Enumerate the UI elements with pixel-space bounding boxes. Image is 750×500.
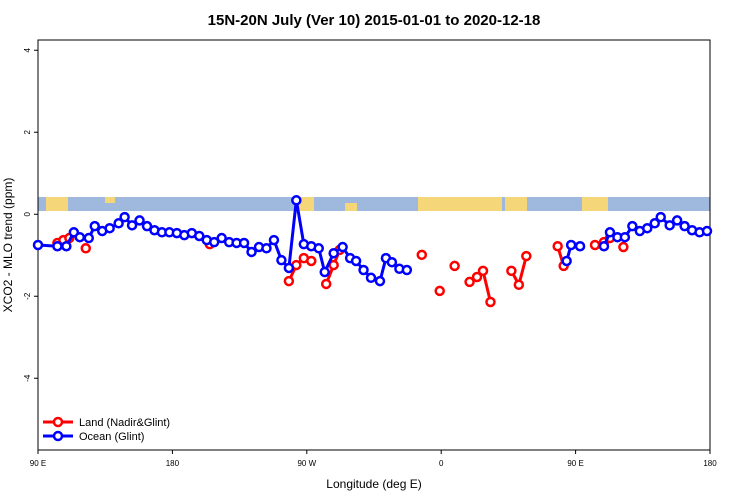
data-point: [261, 243, 272, 254]
legend-marker: [52, 416, 64, 428]
data-point: [194, 230, 205, 242]
data-point: [598, 240, 610, 252]
y-tick-label: 2: [23, 129, 32, 134]
data-point: [358, 264, 369, 276]
data-point: [291, 195, 302, 206]
x-axis-label: Longitude (deg E): [326, 477, 421, 491]
data-point: [574, 240, 586, 252]
y-tick-label: 0: [23, 211, 32, 216]
data-point: [61, 240, 72, 252]
data-point: [313, 243, 324, 254]
data-point: [208, 236, 220, 248]
data-point: [32, 239, 44, 251]
data-point: [485, 296, 496, 308]
legend-label: Ocean (Glint): [79, 431, 144, 443]
data-point: [268, 234, 280, 246]
x-tick-label: 0: [439, 459, 444, 468]
data-point: [649, 218, 660, 229]
plot-frame: [37, 39, 711, 451]
y-tick-label: 4: [23, 47, 32, 52]
legend-marker: [52, 430, 64, 442]
data-point: [319, 266, 330, 278]
data-point: [283, 262, 295, 274]
y-tick-label: -2: [23, 292, 32, 300]
data-point: [126, 220, 138, 231]
data-point: [328, 247, 339, 259]
data-point: [627, 220, 638, 232]
data-point: [604, 227, 616, 238]
data-point: [89, 220, 100, 232]
data-point: [464, 276, 475, 288]
y-tick-label: -4: [23, 374, 32, 382]
data-point: [552, 240, 563, 252]
y-axis-label: XCO2 - MLO trend (ppm): [1, 178, 15, 313]
data-point: [618, 241, 629, 253]
data-point: [664, 220, 675, 231]
data-point: [619, 231, 631, 243]
data-point: [141, 220, 153, 232]
x-tick-label: 90 W: [297, 459, 316, 468]
data-point: [655, 211, 666, 223]
data-point: [449, 260, 460, 272]
data-point: [386, 256, 398, 268]
data-point: [434, 285, 445, 297]
data-point: [374, 275, 386, 287]
data-point: [513, 279, 525, 291]
data-point: [276, 254, 287, 266]
data-point: [350, 255, 362, 267]
data-point: [416, 249, 428, 261]
data-point: [471, 271, 483, 283]
data-point: [134, 215, 145, 226]
data-point: [104, 222, 115, 234]
data-point: [113, 218, 124, 229]
map-strip: [38, 197, 710, 211]
data-point: [320, 278, 332, 290]
x-tick-label: 90 E: [30, 459, 46, 468]
chart-title: 15N-20N July (Ver 10) 2015-01-01 to 2020…: [208, 12, 541, 29]
data-point: [216, 232, 227, 244]
x-tick-label: 180: [166, 459, 180, 468]
data-point: [306, 255, 317, 267]
data-point: [52, 240, 63, 252]
data-point: [671, 215, 683, 226]
data-point: [365, 272, 377, 284]
x-tick-label: 180: [703, 459, 717, 468]
data-point: [477, 265, 489, 277]
x-tick-label: 90 E: [567, 459, 583, 468]
data-point: [506, 265, 517, 277]
data-point: [701, 225, 713, 237]
data-point: [83, 232, 95, 244]
data-point: [679, 220, 690, 232]
data-point: [521, 250, 532, 262]
data-point: [561, 255, 572, 267]
data-point: [565, 239, 577, 251]
legend-label: Land (Nadir&Glint): [79, 417, 170, 429]
data-point: [642, 222, 653, 234]
data-point: [238, 237, 250, 249]
data-point: [283, 275, 295, 287]
data-point: [246, 246, 257, 258]
data-point: [80, 243, 92, 254]
data-point: [401, 264, 413, 276]
data-point: [119, 211, 130, 223]
data-point: [589, 239, 601, 251]
data-point: [337, 241, 348, 253]
data-point: [74, 231, 86, 243]
